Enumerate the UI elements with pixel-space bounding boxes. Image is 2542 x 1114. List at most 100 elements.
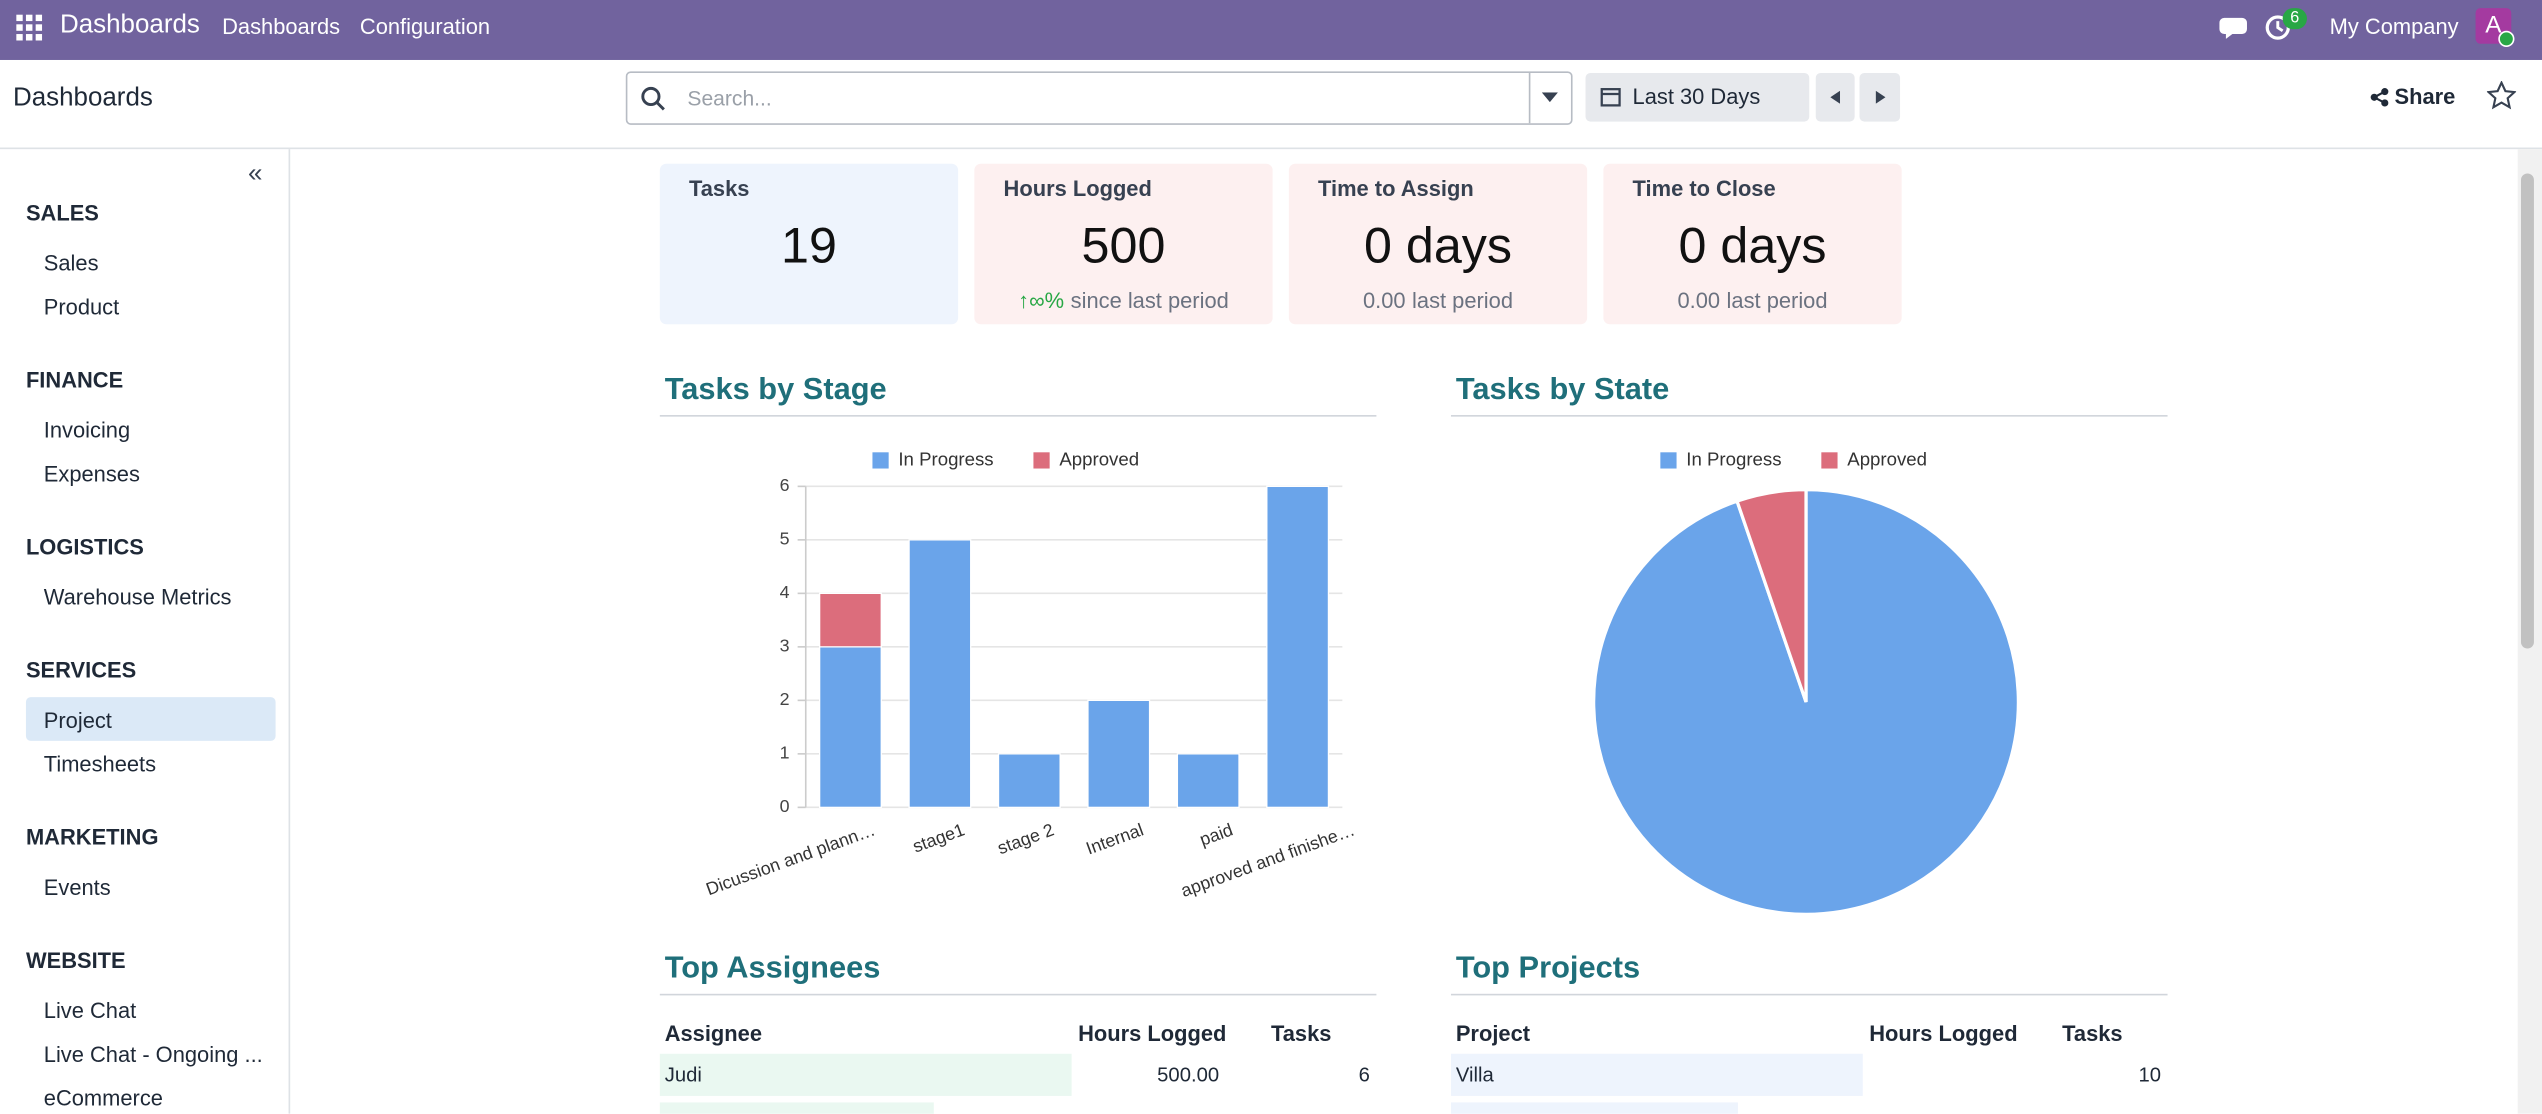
kpi-comparison: 0.00 last period [1289,289,1587,313]
app-name[interactable]: Dashboards [59,11,200,39]
period-button[interactable] [1585,72,1810,122]
y-tick-label: 3 [780,636,790,656]
section-title: SALES [25,201,99,226]
menu-link[interactable]: Events [43,875,111,900]
kpi-title: Time to Assign [1318,176,1474,202]
menu-item[interactable]: Configuration [359,14,491,39]
section-header: Tasks by State [1455,372,1670,407]
x-tick-label: stage1 [910,819,967,856]
bar [997,753,1061,809]
scroll-thumb[interactable] [2520,173,2534,649]
search-toggle[interactable] [1541,92,1558,103]
cell: 10 [2138,1063,2162,1087]
menu-link[interactable]: Product [43,295,120,320]
y-tick-label: 5 [780,529,790,549]
divider [1528,72,1531,124]
collapse-sidebar[interactable]: « [248,160,263,189]
search-icon [641,86,665,111]
search-box[interactable] [625,71,1573,125]
y-tick-label: 1 [780,743,790,763]
menu-link[interactable]: Live Chat [43,998,137,1023]
navbar [0,0,2542,60]
row-bar [1450,1102,1738,1114]
row-bar [659,1053,1072,1096]
section-rule [659,993,1377,996]
bar [819,592,882,648]
activity-badge: 6 [2282,8,2307,30]
cell: Judi [664,1063,702,1087]
kpi-value: 0 days [1678,217,1827,274]
prev-icon [1830,90,1841,104]
menu-link[interactable]: Warehouse Metrics [43,585,232,610]
menu-link[interactable]: eCommerce [43,1086,163,1111]
section-title: LOGISTICS [25,534,144,560]
column-header: Hours Logged [1869,1021,2018,1046]
menu-link[interactable]: Expenses [43,462,140,487]
kpi-card[interactable] [659,163,959,325]
legend-label: In Progress [898,448,993,469]
legend-swatch [1660,452,1677,469]
bar [1176,753,1240,809]
x-tick-label: paid [1197,819,1236,849]
legend-label: In Progress [1686,448,1781,469]
menu-link[interactable]: Invoicing [43,418,131,443]
menu-link[interactable]: Live Chat - Ongoing ... [43,1042,263,1067]
menu-link[interactable]: Sales [43,251,99,276]
kpi-comparison: ↑∞% since last period [974,289,1272,313]
column-header: Project [1455,1021,1531,1046]
pie-slice [1734,487,1808,703]
share-button[interactable]: Share [2394,84,2456,109]
chat-icon[interactable] [2218,11,2254,43]
status-dot [2498,30,2515,48]
y-tick-label: 6 [780,475,790,495]
x-tick-label: stage 2 [995,819,1057,858]
x-tick-label: Dicussion and plann… [703,819,877,899]
y-tick-label: 4 [780,582,790,602]
column-header: Assignee [664,1021,763,1046]
section-title: WEBSITE [25,948,126,973]
control-panel [0,59,2542,150]
row-bar [1450,1053,1863,1096]
breadcrumb: Dashboards [12,84,153,112]
section-title: MARKETING [25,825,159,850]
menu-link[interactable]: Timesheets [43,752,157,777]
kpi-comparison-text: since last period [1070,288,1229,313]
kpi-card[interactable] [1603,163,1902,325]
apps-icon[interactable] [16,14,43,41]
bar [1266,485,1330,809]
trend-arrow: ↑ [1018,288,1030,313]
search-input[interactable]: Search... [687,85,772,111]
kpi-value: 500 [1081,217,1166,274]
kpi-title: Tasks [689,176,750,202]
kpi-card[interactable] [1288,163,1588,325]
section-title: SERVICES [25,658,137,683]
legend-label: Approved [1847,448,1927,469]
calendar-icon [1600,88,1621,107]
cell: 500.00 [1157,1063,1220,1087]
row-bar [659,1102,934,1114]
company-switch[interactable]: My Company [2329,14,2459,39]
section-header: Top Assignees [664,951,881,986]
column-header: Hours Logged [1078,1021,1227,1046]
kpi-title: Time to Close [1632,176,1776,202]
favorite-star[interactable] [2486,81,2517,110]
kpi-comparison-text: last period [1412,288,1514,313]
share-icon [2370,88,2389,107]
kpi-comparison: 0.00 last period [1603,289,1901,313]
menu-item[interactable]: Dashboards [222,14,341,39]
section-rule [659,415,1377,417]
bar [819,646,882,809]
period-label: Last 30 Days [1632,84,1761,109]
legend-swatch [872,452,889,469]
y-tick-label: 2 [780,689,790,709]
sidebar [0,149,291,1114]
menu-link[interactable]: Project [43,708,112,733]
section-header: Tasks by Stage [664,372,887,407]
kpi-card[interactable] [974,163,1273,325]
active-item-bg [25,697,276,741]
kpi-change: 0.00 [1362,288,1406,313]
section-rule [1450,415,2168,417]
bar [908,539,972,809]
